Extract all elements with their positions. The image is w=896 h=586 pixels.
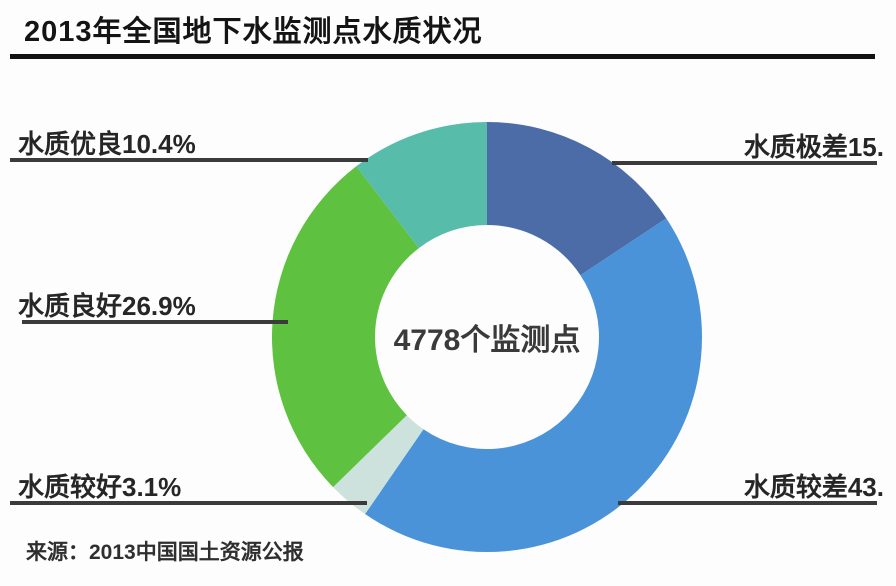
donut-segment-水质较差 [365, 218, 702, 552]
donut-segment-水质较好 [333, 415, 424, 515]
callout-label-fairly-poor: 水质较差43. [743, 472, 884, 502]
callout-line-extremely-poor [612, 161, 877, 165]
chart-title: 2013年全国地下水监测点水质状况 [24, 16, 483, 48]
callout-line-excellent [10, 158, 368, 162]
source-note: 来源：2013中国国土资源公报 [26, 541, 304, 564]
callout-line-good [22, 320, 288, 324]
callout-label-excellent: 水质优良10.4% [18, 129, 196, 159]
title-underline [10, 54, 875, 59]
donut-segment-水质良好 [271, 166, 419, 488]
callout-label-good: 水质良好26.9% [18, 291, 196, 321]
callout-label-fairly-good: 水质较好3.1% [18, 472, 182, 502]
donut-center-label: 4778个监测点 [393, 324, 581, 357]
callout-line-fairly-good [10, 501, 367, 505]
callout-label-extremely-poor: 水质极差15. [743, 132, 884, 162]
callout-line-fairly-poor [618, 501, 877, 505]
donut-segment-水质优良 [356, 121, 487, 249]
donut-segment-水质极差 [487, 121, 667, 276]
